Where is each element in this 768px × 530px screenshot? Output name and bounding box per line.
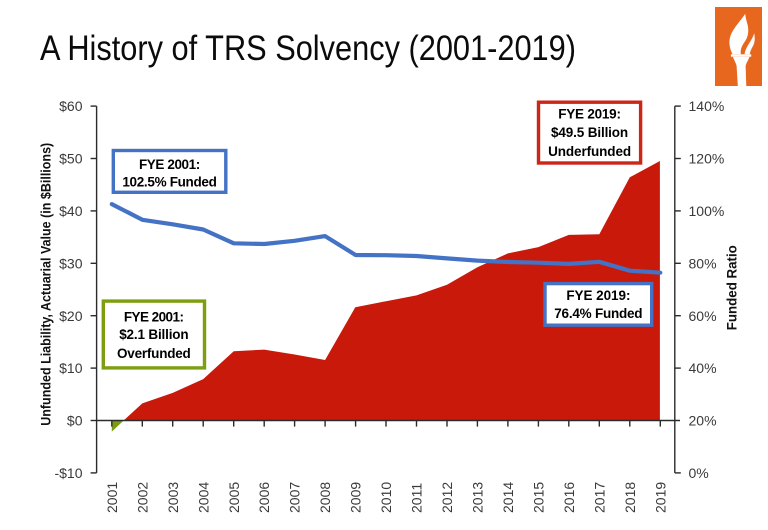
svg-text:$49.5 Billion: $49.5 Billion: [551, 125, 628, 140]
svg-text:2009: 2009: [348, 482, 364, 513]
svg-text:20%: 20%: [689, 413, 717, 429]
svg-text:76.4% Funded: 76.4% Funded: [554, 306, 642, 321]
svg-text:2001: 2001: [104, 482, 120, 513]
svg-text:Unfunded Liability, Actuarial: Unfunded Liability, Actuarial Value (in …: [38, 143, 54, 426]
svg-text:60%: 60%: [689, 308, 717, 324]
svg-text:100%: 100%: [689, 203, 725, 219]
svg-text:2007: 2007: [287, 482, 303, 513]
svg-text:2019: 2019: [652, 482, 668, 513]
svg-text:2014: 2014: [500, 482, 516, 513]
svg-text:$10: $10: [59, 360, 83, 376]
svg-text:2004: 2004: [195, 482, 211, 513]
svg-text:2008: 2008: [317, 482, 333, 513]
svg-text:2015: 2015: [531, 482, 547, 513]
svg-text:2016: 2016: [561, 482, 577, 513]
svg-text:2003: 2003: [165, 482, 181, 513]
svg-text:$20: $20: [59, 308, 83, 324]
svg-text:2002: 2002: [134, 482, 150, 513]
svg-text:Underfunded: Underfunded: [548, 144, 631, 159]
svg-text:2005: 2005: [226, 482, 242, 513]
svg-text:40%: 40%: [689, 360, 717, 376]
svg-text:80%: 80%: [689, 255, 717, 271]
svg-text:FYE 2019:: FYE 2019:: [558, 107, 621, 122]
svg-text:102.5% Funded: 102.5% Funded: [122, 174, 217, 189]
svg-text:2018: 2018: [622, 482, 638, 513]
svg-text:Funded Ratio: Funded Ratio: [724, 245, 740, 330]
svg-text:0%: 0%: [689, 465, 709, 481]
svg-text:2013: 2013: [470, 482, 486, 513]
svg-text:FYE 2001:: FYE 2001:: [139, 157, 200, 172]
svg-text:2010: 2010: [378, 482, 394, 513]
svg-text:$2.1 Billion: $2.1 Billion: [119, 327, 188, 342]
svg-text:Overfunded: Overfunded: [117, 346, 191, 361]
svg-text:2011: 2011: [409, 483, 425, 513]
svg-text:FYE 2019:: FYE 2019:: [566, 288, 630, 303]
svg-text:$50: $50: [59, 151, 83, 167]
svg-text:$30: $30: [59, 255, 83, 271]
svg-text:2006: 2006: [256, 482, 272, 513]
svg-text:$60: $60: [59, 98, 83, 114]
svg-text:-$10: -$10: [54, 465, 82, 481]
svg-text:140%: 140%: [689, 98, 725, 114]
svg-text:A History of TRS Solvency (200: A History of TRS Solvency (2001-2019): [40, 29, 576, 68]
svg-text:2017: 2017: [591, 482, 607, 513]
svg-text:2012: 2012: [439, 482, 455, 513]
svg-text:FYE 2001:: FYE 2001:: [124, 309, 184, 324]
svg-text:$0: $0: [67, 413, 83, 429]
svg-text:120%: 120%: [689, 151, 725, 167]
svg-text:$40: $40: [59, 203, 83, 219]
